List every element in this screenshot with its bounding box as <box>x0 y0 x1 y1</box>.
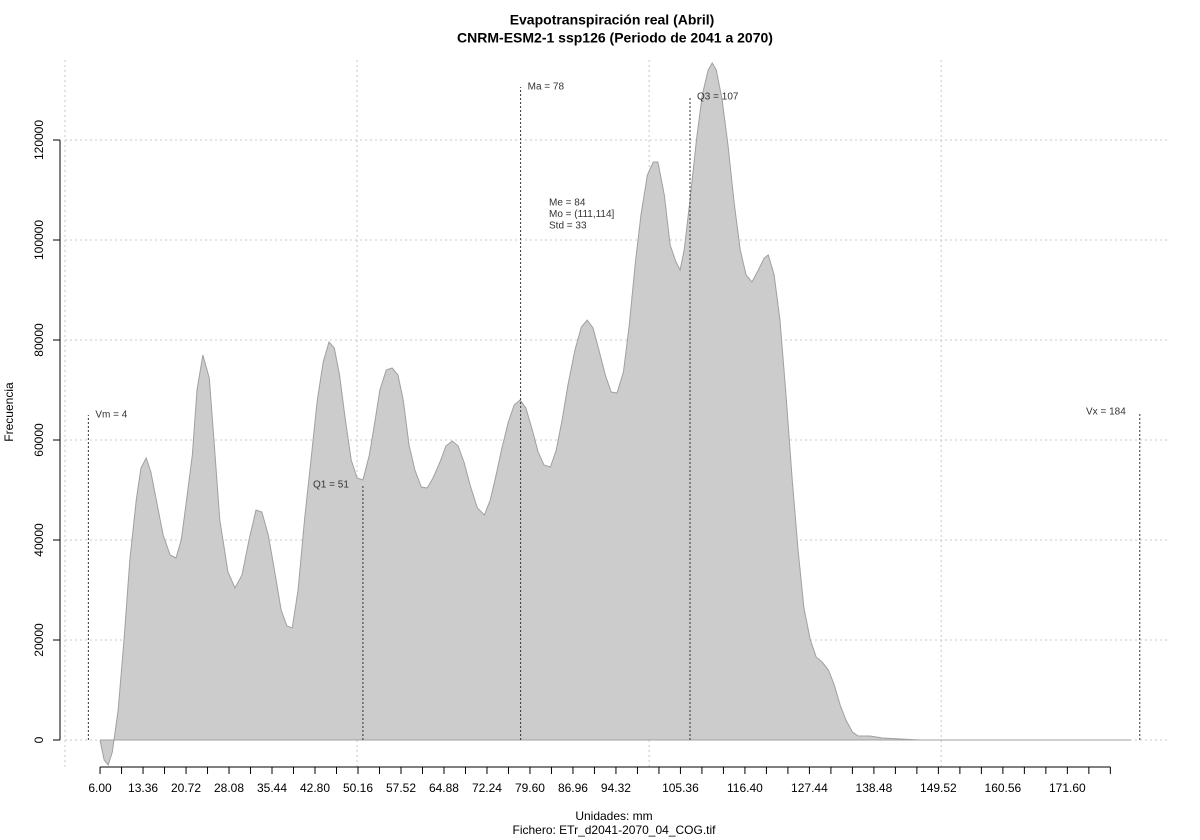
y-tick-label: 20000 <box>32 623 46 657</box>
y-tick-label: 80000 <box>32 323 46 357</box>
y-tick-label: 100000 <box>32 220 46 260</box>
x-tick-label: 6.00 <box>88 781 112 795</box>
x-tick-label: 171.60 <box>1049 781 1086 795</box>
y-tick-label: 0 <box>32 736 46 743</box>
x-tick-label: 79.60 <box>515 781 545 795</box>
stat-text: Std = 33 <box>549 221 587 232</box>
x-tick-label: 42.80 <box>300 781 330 795</box>
x-tick-label: 35.44 <box>257 781 287 795</box>
x-tick-label: 94.32 <box>601 781 631 795</box>
chart-title: Evapotranspiración real (Abril) <box>510 12 715 28</box>
x-tick-label: 105.36 <box>662 781 699 795</box>
chart-subtitle: CNRM-ESM2-1 ssp126 (Periodo de 2041 a 20… <box>457 30 773 46</box>
density-area <box>99 62 1131 767</box>
footer: Fichero: ETr_d2041-2070_04_COG.tif <box>513 823 717 837</box>
x-tick-label: 57.52 <box>386 781 416 795</box>
y-tick-label: 60000 <box>32 423 46 457</box>
x-tick-label: 50.16 <box>343 781 373 795</box>
stat-label: Vx = 184 <box>1086 407 1126 418</box>
y-axis-label: Frecuencia <box>2 382 16 442</box>
x-tick-label: 160.56 <box>985 781 1022 795</box>
y-tick-label: 40000 <box>32 523 46 557</box>
x-tick-label: 20.72 <box>171 781 201 795</box>
y-tick-label: 120000 <box>32 120 46 160</box>
x-tick-label: 138.48 <box>856 781 893 795</box>
x-tick-label: 72.24 <box>472 781 502 795</box>
stat-label: Q3 = 107 <box>697 92 739 103</box>
stat-label: Vm = 4 <box>95 410 127 421</box>
stat-text: Me = 84 <box>549 198 586 209</box>
x-tick-label: 149.52 <box>920 781 957 795</box>
x-tick-label: 127.44 <box>791 781 828 795</box>
x-axis-label: Unidades: mm <box>575 809 652 823</box>
x-tick-label: 28.08 <box>214 781 244 795</box>
x-tick-label: 13.36 <box>128 781 158 795</box>
stat-label: Q1 = 51 <box>313 480 349 491</box>
stat-text: Mo = (111,114] <box>549 209 615 220</box>
x-tick-label: 116.40 <box>727 781 763 795</box>
stat-label: Ma = 78 <box>528 82 565 93</box>
x-tick-label: 86.96 <box>558 781 588 795</box>
x-tick-label: 64.88 <box>429 781 459 795</box>
